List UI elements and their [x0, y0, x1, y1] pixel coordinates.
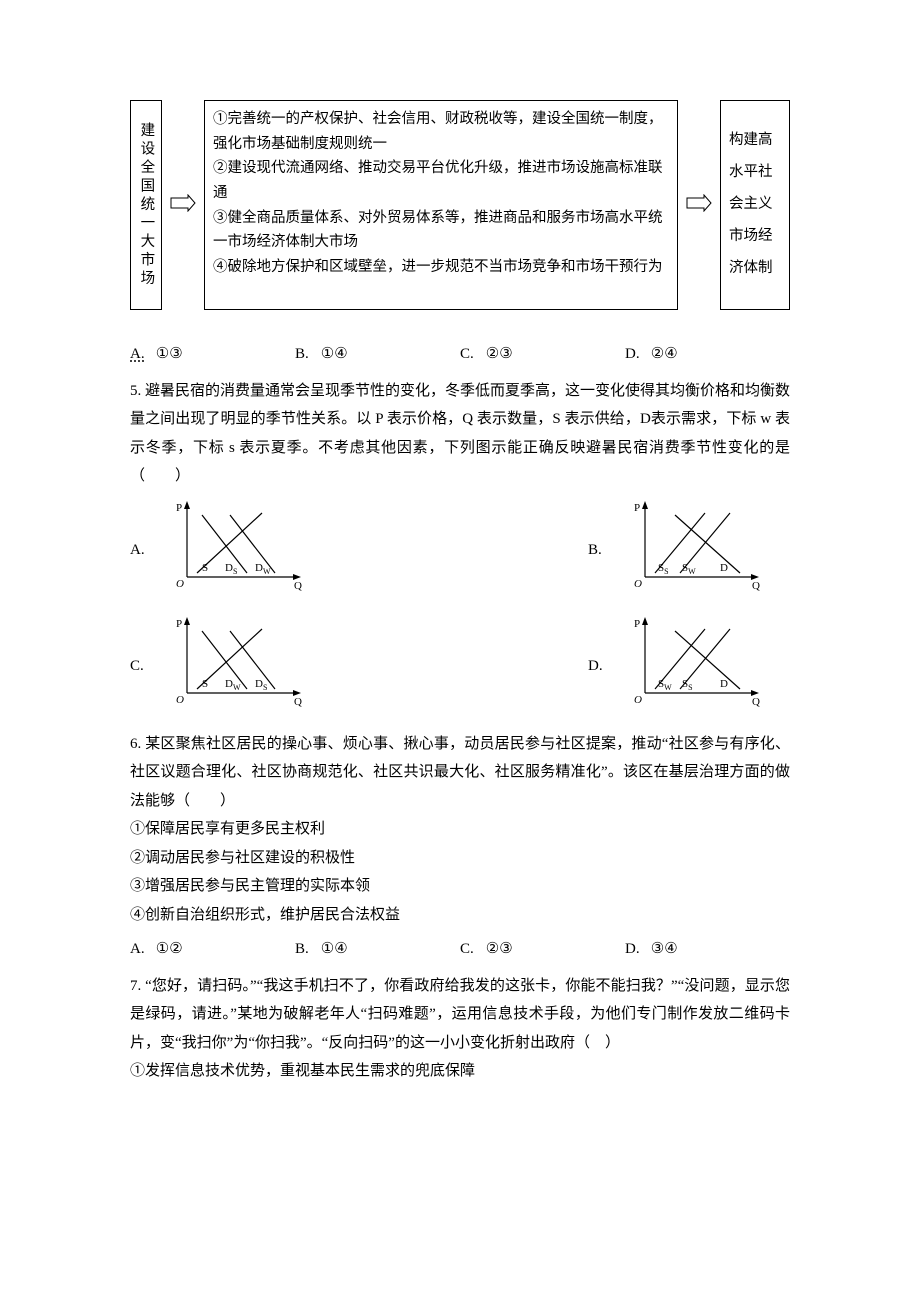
- q6-option-b: B. ①④: [295, 935, 460, 964]
- svg-text:P: P: [176, 502, 182, 514]
- q6-item-1: ①保障居民享有更多民主权利: [130, 815, 790, 844]
- q6-item-4: ④创新自治组织形式，维护居民合法权益: [130, 901, 790, 930]
- q6-item-2: ②调动居民参与社区建设的积极性: [130, 844, 790, 873]
- option-label-b: B.: [295, 340, 317, 369]
- q6-stem: 6. 某区聚焦社区居民的操心事、烦心事、揪心事，动员居民参与社区提案，推动“社区…: [130, 730, 790, 816]
- option-label-a: A.: [130, 340, 152, 369]
- q6-text-a: ①②: [156, 941, 183, 957]
- option-a: A. ①③: [130, 340, 295, 369]
- svg-text:P: P: [634, 502, 640, 514]
- option-label-c: C.: [460, 340, 482, 369]
- option-c: C. ②③: [460, 340, 625, 369]
- chart-d: P Q O SW SS D: [620, 611, 790, 722]
- svg-text:Q: Q: [294, 580, 302, 592]
- svg-text:SW: SW: [658, 678, 672, 692]
- svg-text:DS: DS: [255, 678, 267, 692]
- svg-text:S: S: [202, 678, 208, 690]
- diagram-item-4: ④破除地方保护和区域壁垒，进一步规范不当市场竞争和市场干预行为: [213, 255, 669, 280]
- option-label-d: D.: [625, 340, 647, 369]
- chart-c: P Q O S DW DS: [162, 611, 332, 722]
- svg-text:O: O: [634, 694, 642, 706]
- chart-grid: A. P Q O S DS DW B.: [130, 495, 790, 722]
- svg-text:O: O: [176, 694, 184, 706]
- svg-text:SS: SS: [682, 678, 693, 692]
- q6-label-a: A.: [130, 935, 152, 964]
- q6-label-c: C.: [460, 935, 482, 964]
- q4-options: A. ①③ B. ①④ C. ②③ D. ②④: [130, 340, 790, 369]
- svg-text:S: S: [202, 562, 208, 574]
- q6-item-3: ③增强居民参与民主管理的实际本领: [130, 872, 790, 901]
- svg-text:D: D: [720, 678, 728, 690]
- svg-text:DS: DS: [225, 562, 237, 576]
- q6-label-d: D.: [625, 935, 647, 964]
- chart-label-d: D.: [588, 652, 620, 681]
- arrow-2: [686, 194, 712, 216]
- svg-text:Q: Q: [752, 696, 760, 708]
- q6-option-d: D. ③④: [625, 935, 790, 964]
- option-d: D. ②④: [625, 340, 790, 369]
- q7-item-1: ①发挥信息技术优势，重视基本民生需求的兜底保障: [130, 1057, 790, 1086]
- q6-text-b: ①④: [321, 941, 348, 957]
- option-text-a: ①③: [156, 346, 183, 362]
- q6-option-c: C. ②③: [460, 935, 625, 964]
- svg-text:SW: SW: [682, 562, 696, 576]
- svg-text:Q: Q: [294, 696, 302, 708]
- q6-options: A. ①② B. ①④ C. ②③ D. ③④: [130, 935, 790, 964]
- option-text-b: ①④: [321, 346, 348, 362]
- option-text-d: ②④: [651, 346, 678, 362]
- q6-label-b: B.: [295, 935, 317, 964]
- q7-stem: 7. “您好，请扫码。”“我这手机扫不了，你看政府给我发的这张卡，你能不能扫我？…: [130, 972, 790, 1058]
- box-right: 构建高水平社会主义市场经济体制: [720, 100, 790, 310]
- chart-a: P Q O S DS DW: [162, 495, 332, 606]
- svg-text:Q: Q: [752, 580, 760, 592]
- box-middle: ①完善统一的产权保护、社会信用、财政税收等，建设全国统一制度，强化市场基础制度规…: [204, 100, 678, 310]
- option-text-c: ②③: [486, 346, 513, 362]
- q6-text-d: ③④: [651, 941, 678, 957]
- svg-text:O: O: [634, 578, 642, 590]
- q5-stem: 5. 避暑民宿的消费量通常会呈现季节性的变化，冬季低而夏季高，这一变化使得其均衡…: [130, 377, 790, 491]
- diagram-item-1: ①完善统一的产权保护、社会信用、财政税收等，建设全国统一制度，强化市场基础制度规…: [213, 107, 669, 156]
- chart-row-2: C. P Q O S DW DS D.: [130, 611, 790, 722]
- chart-row-1: A. P Q O S DS DW B.: [130, 495, 790, 606]
- arrow-1: [170, 194, 196, 216]
- q6-option-a: A. ①②: [130, 935, 295, 964]
- box-left: 建设全国统一大市场: [130, 100, 162, 310]
- chart-label-a: A.: [130, 536, 162, 565]
- chart-b: P Q O SS SW D: [620, 495, 790, 606]
- svg-text:P: P: [176, 618, 182, 630]
- diagram-item-3: ③健全商品质量体系、对外贸易体系等，推进商品和服务市场高水平统一市场经济体制大市…: [213, 206, 669, 255]
- svg-text:D: D: [720, 562, 728, 574]
- svg-text:DW: DW: [225, 678, 241, 692]
- option-b: B. ①④: [295, 340, 460, 369]
- chart-label-c: C.: [130, 652, 162, 681]
- flowchart: 建设全国统一大市场 ①完善统一的产权保护、社会信用、财政税收等，建设全国统一制度…: [130, 100, 790, 310]
- chart-label-b: B.: [588, 536, 620, 565]
- q6-text-c: ②③: [486, 941, 513, 957]
- svg-text:O: O: [176, 578, 184, 590]
- diagram-item-2: ②建设现代流通网络、推动交易平台优化升级，推进市场设施高标准联通: [213, 156, 669, 205]
- svg-text:P: P: [634, 618, 640, 630]
- svg-text:SS: SS: [658, 562, 669, 576]
